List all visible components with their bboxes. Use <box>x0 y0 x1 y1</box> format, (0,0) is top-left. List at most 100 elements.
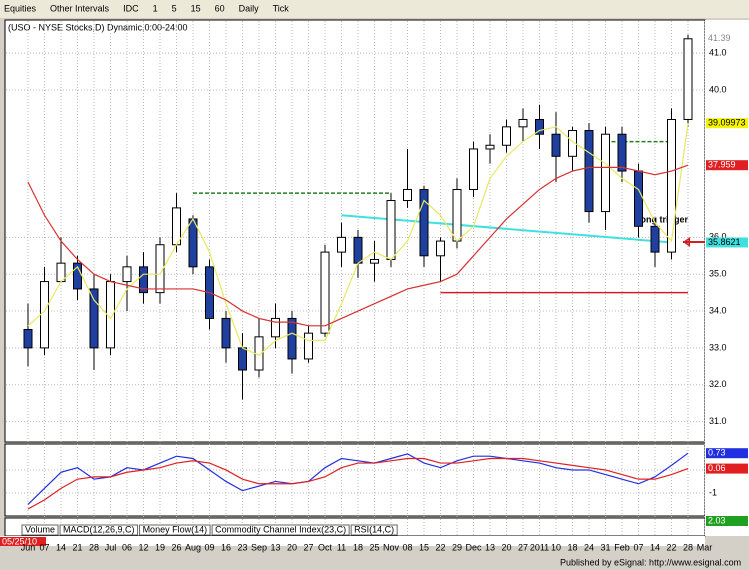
candle-body <box>238 347 247 371</box>
toolbar-item[interactable]: IDC <box>123 3 139 13</box>
candle-body <box>337 236 346 253</box>
candle-body <box>23 328 33 349</box>
arrow-head <box>683 237 690 247</box>
candle-body <box>353 236 363 264</box>
candle-body <box>304 332 313 360</box>
annotation: Long trigger <box>635 214 688 224</box>
chart-title: (USO - NYSE Stocks,D) Dynamic,0:00-24:00 <box>8 22 188 32</box>
candle-body <box>122 266 132 283</box>
candle-body <box>535 118 544 135</box>
tab[interactable]: MACD(12,26,9,C) <box>59 524 139 536</box>
y-tick-label: 36.0 <box>709 232 727 242</box>
x-tick-label: 07 <box>633 542 643 552</box>
tab-bg <box>350 524 398 536</box>
x-tick-label: 29 <box>452 542 462 552</box>
x-tick-label: 14 <box>650 542 660 552</box>
x-tick-label: Jul <box>105 542 117 552</box>
tab-label: RSI(14,C) <box>354 524 394 534</box>
x-tick-label: Dec <box>465 542 482 552</box>
x-tick-label: 26 <box>171 542 181 552</box>
candle-body <box>452 188 462 242</box>
toolbar-item[interactable]: 60 <box>215 3 225 13</box>
candle-body <box>403 188 412 202</box>
toolbar-item[interactable]: Daily <box>239 3 260 13</box>
candle-body <box>551 133 561 157</box>
x-tick-label: 10 <box>551 542 561 552</box>
x-tick-label: Jun <box>21 542 36 552</box>
x-tick-label: 07 <box>39 542 49 552</box>
y-tick-label: 31.0 <box>709 416 727 426</box>
candle-body <box>40 281 49 349</box>
x-tick-label: 15 <box>419 542 429 552</box>
value-box <box>706 463 748 474</box>
y-tick-label: 32.0 <box>709 379 727 389</box>
x-tick-label: Mar <box>697 542 713 552</box>
x-tick-label: 20 <box>287 542 297 552</box>
candle-body <box>188 218 198 268</box>
toolbar <box>0 0 749 18</box>
trendline <box>341 214 672 244</box>
candle-body <box>650 225 660 253</box>
x-tick-label: 24 <box>584 542 594 552</box>
y-tick-label: 35.0 <box>709 269 727 279</box>
y-tick-label: 33.0 <box>709 342 727 352</box>
x-tick-label: 28 <box>683 542 693 552</box>
y-tick-label: 34.0 <box>709 305 727 315</box>
x-tick-label: 2011 <box>530 542 549 552</box>
value-box <box>706 33 748 44</box>
tab-label: MACD(12,26,9,C) <box>63 524 135 534</box>
candle-body <box>634 170 643 227</box>
x-tick-label: 31 <box>600 542 610 552</box>
candle-body <box>584 130 594 213</box>
value-label: 0.73 <box>708 448 726 458</box>
toolbar-item[interactable]: Tick <box>273 3 290 13</box>
candle-body <box>221 317 231 349</box>
x-tick-label: 18 <box>353 542 363 552</box>
ma-line <box>27 123 689 356</box>
x-tick-label: 18 <box>567 542 577 552</box>
candle-body <box>568 130 577 157</box>
x-tick-label: Aug <box>185 542 201 552</box>
toolbar-item[interactable]: 5 <box>172 3 177 13</box>
x-tick-label: 06 <box>122 542 132 552</box>
x-tick-label: 21 <box>72 542 82 552</box>
start-label: 05/25/10 <box>2 536 37 546</box>
candle-body <box>370 258 379 264</box>
value-label: 2.03 <box>708 515 726 525</box>
x-tick-label: 27 <box>303 542 313 552</box>
tab[interactable]: Commodity Channel Index(23,C) <box>211 524 350 536</box>
x-tick-label: 13 <box>270 542 280 552</box>
tab-bg <box>139 524 211 536</box>
value-box <box>706 516 748 526</box>
candle-body <box>601 133 610 213</box>
x-tick-label: 28 <box>89 542 99 552</box>
tab[interactable]: Money Flow(14) <box>139 524 211 536</box>
toolbar-item[interactable]: Other Intervals <box>50 3 110 13</box>
x-tick-label: 23 <box>237 542 247 552</box>
macd-pane <box>4 443 706 517</box>
candle-body <box>518 118 528 128</box>
x-tick-label: 19 <box>155 542 165 552</box>
candle-body <box>617 133 627 172</box>
tab-bg <box>21 524 59 536</box>
y-tick-label: 41.0 <box>709 48 727 58</box>
value-label: 35.8621 <box>708 237 741 247</box>
toolbar-item[interactable]: 1 <box>153 3 158 13</box>
tab[interactable]: Volume <box>21 524 59 536</box>
footer: Published by eSignal: http://www.esignal… <box>560 557 741 567</box>
candle-body <box>683 38 693 120</box>
tab-bg <box>59 524 139 536</box>
x-tick-label: Nov <box>383 542 400 552</box>
x-tick-label: 11 <box>337 542 346 552</box>
y-tick-label: 40.0 <box>709 84 727 94</box>
toolbar-item[interactable]: 15 <box>191 3 201 13</box>
candle-body <box>485 144 495 150</box>
value-box <box>706 237 748 248</box>
tab[interactable]: RSI(14,C) <box>350 524 398 536</box>
x-tick-label: Oct <box>318 542 333 552</box>
x-tick-label: 09 <box>204 542 214 552</box>
value-label: 37.959 <box>708 160 736 170</box>
toolbar-item[interactable]: Equities <box>4 3 37 13</box>
